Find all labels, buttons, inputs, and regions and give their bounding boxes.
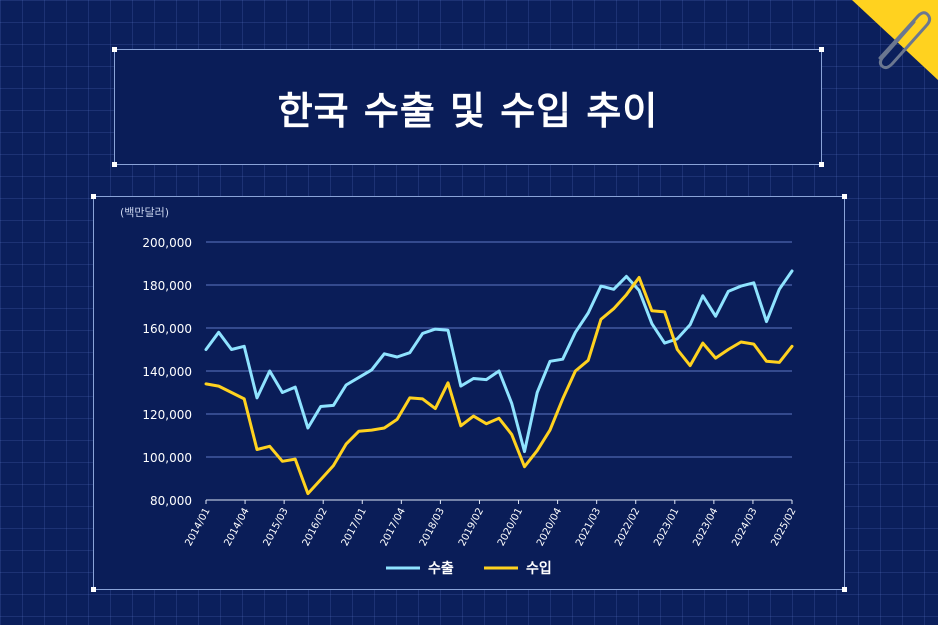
page-title: 한국 수출 및 수입 추이 [277, 88, 659, 133]
x-tick-label: 2019/02 [457, 506, 486, 548]
y-unit-label: (백만달러) [120, 206, 169, 219]
chart-handle-bl [91, 587, 96, 592]
x-tick-label: 2024/03 [730, 506, 759, 548]
y-tick-label: 120,000 [142, 408, 192, 422]
series-line-import [204, 276, 794, 496]
chart-handle-tr [842, 194, 847, 199]
title-handle-tl [112, 47, 117, 52]
x-tick-label: 2018/03 [418, 506, 447, 548]
y-tick-label: 100,000 [142, 451, 192, 465]
chart-handle-br [842, 587, 847, 592]
x-tick-label: 2021/03 [574, 506, 603, 548]
legend-label-import: 수입 [526, 561, 552, 577]
x-tick-label: 2022/02 [613, 506, 642, 548]
legend-label-export: 수출 [428, 560, 454, 577]
line-chart: (백만달러) 200,000 180,000 160,000 140,000 120,00… [120, 206, 799, 577]
x-tick-label: 2020/01 [496, 506, 525, 548]
x-tick-label: 2017/04 [379, 506, 408, 548]
x-tick-label: 2025/02 [769, 506, 798, 548]
y-tick-label: 80,000 [150, 494, 192, 508]
y-tick-label: 140,000 [142, 365, 192, 379]
y-tick-label: 180,000 [142, 279, 192, 293]
y-tick-label: 200,000 [142, 236, 192, 250]
title-handle-br [819, 162, 824, 167]
title-handle-tr [819, 47, 824, 52]
title-handle-bl [112, 162, 117, 167]
x-tick-label: 2023/04 [691, 506, 720, 548]
x-tick-label: 2023/01 [652, 506, 681, 548]
chart-panel: (백만달러) 200,000 180,000 160,000 140,000 120,00… [93, 196, 845, 590]
y-tick-label: 160,000 [142, 322, 192, 336]
x-tick-label: 2015/03 [262, 506, 291, 548]
x-tick-label: 2016/02 [301, 506, 330, 548]
title-box: 한국 수출 및 수입 추이 [114, 49, 822, 165]
chart-handle-tl [91, 194, 96, 199]
x-tick-label: 2014/01 [183, 506, 212, 548]
x-tick-label: 2017/01 [340, 506, 369, 548]
paperclip-icon [852, 0, 938, 80]
x-tick-label: 2020/04 [535, 506, 564, 548]
series-line-export [204, 269, 794, 454]
x-tick-label: 2014/04 [222, 506, 251, 548]
